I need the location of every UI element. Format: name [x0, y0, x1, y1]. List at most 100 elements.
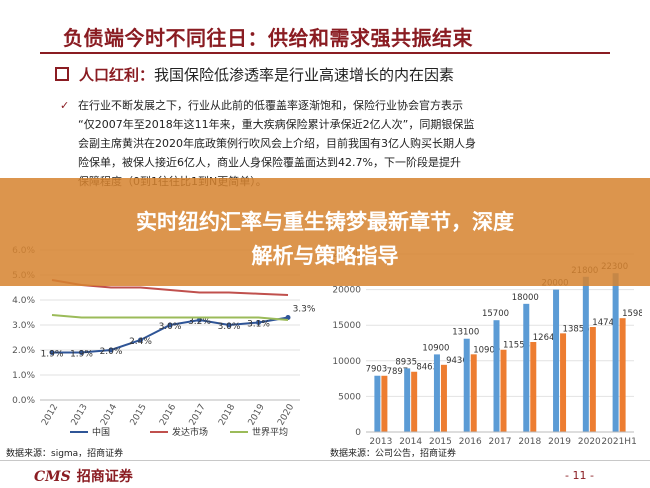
source-note-right: 数据来源：公司公告，招商证券 — [330, 449, 457, 459]
data-label: 1.9% — [41, 350, 64, 360]
data-label: 11553 — [503, 341, 530, 351]
x-tick-label: 2017 — [489, 437, 512, 446]
x-tick-label: 2016 — [158, 402, 178, 427]
data-label: 8935 — [395, 357, 417, 367]
check-bullet-icon: ✓ — [60, 99, 70, 112]
data-label: 12642 — [533, 333, 560, 343]
section-heading-text: 我国保险低渗透率是行业高速增长的内在因素 — [154, 66, 455, 84]
y-tick-label: 0 — [355, 428, 361, 438]
paragraph-line: 在行业不断发展之下，行业从此前的低覆盖率逐渐饱和，保险行业协会官方表示 — [78, 99, 463, 112]
bar-series-1 — [530, 341, 537, 432]
bar-series-0 — [433, 354, 440, 432]
slide-title: 负债端今时不同往日：供给和需求强共振结束 — [63, 26, 473, 50]
data-label: 18000 — [512, 293, 539, 303]
bar-series-1 — [589, 327, 596, 432]
bar-series-0 — [523, 303, 530, 432]
y-tick-label: 5000 — [338, 392, 361, 402]
data-label: 2.4% — [129, 337, 152, 347]
data-label: 13856 — [563, 324, 590, 334]
data-label: 3.1% — [247, 320, 270, 330]
y-tick-label: 4.0% — [12, 296, 35, 306]
data-point — [285, 315, 291, 320]
x-tick-label: 2015 — [129, 403, 149, 428]
x-tick-label: 2019 — [247, 402, 267, 427]
data-label: 1.9% — [70, 350, 93, 360]
bar-series-0 — [582, 276, 589, 432]
x-tick-label: 2018 — [518, 437, 541, 446]
x-tick-label: 2013 — [70, 403, 90, 428]
banner-headline-line1: 实时纽约汇率与重生铸梦最新章节，深度 — [136, 210, 514, 234]
bar-series-1 — [500, 349, 507, 432]
data-label: 14747 — [592, 318, 619, 328]
data-point — [49, 350, 55, 355]
series-line-2 — [51, 314, 289, 321]
data-label: 2.0% — [100, 347, 123, 357]
data-point — [167, 322, 173, 328]
data-point — [226, 322, 232, 328]
data-label: 15985 — [622, 309, 642, 319]
data-point — [256, 320, 261, 325]
data-label: 9436 — [446, 356, 468, 366]
data-label: 15700 — [482, 309, 509, 319]
bar-series-1 — [440, 364, 447, 432]
y-tick-label: 15000 — [332, 321, 361, 331]
data-point — [138, 337, 143, 343]
y-tick-label: 20000 — [332, 286, 361, 296]
bar-series-0 — [612, 273, 619, 432]
logo-text: 招商证券 — [76, 469, 133, 485]
bar-series-1 — [560, 333, 567, 432]
paragraph-line: 会副主席黄洪在2020年底政策例行吹风会上介绍，目前我国有3亿人购买长期人身 — [78, 137, 476, 150]
customers-bar-chart: 0500010000150002000025000201379037897201… — [332, 250, 642, 446]
bar-series-1 — [381, 375, 388, 432]
section-heading: 人口红利：我国保险低渗透率是行业高速增长的内在因素 — [55, 64, 454, 85]
overlay-banner: 实时纽约汇率与重生铸梦最新章节，深度 解析与策略指导 — [0, 178, 650, 286]
x-tick-label: 2016 — [459, 437, 482, 446]
data-label: 10909 — [473, 345, 500, 355]
data-label: 7897 — [387, 367, 409, 377]
legend-label: 世界平均 — [252, 426, 288, 438]
x-tick-label: 2014 — [99, 402, 119, 427]
penetration-line-chart: 0.0%1.0%2.0%3.0%4.0%5.0%6.0%201220132014… — [12, 246, 316, 438]
y-tick-label: 3.0% — [12, 321, 35, 331]
footer-divider — [0, 460, 650, 461]
title-divider — [40, 52, 610, 54]
data-point — [108, 347, 114, 353]
x-tick-label: 2013 — [369, 437, 392, 446]
y-tick-label: 0.0% — [12, 396, 35, 406]
paragraph-line: “仅2007年至2018年这11年来，重大疾病保险累计承保近2亿人次”，同期银保… — [78, 118, 475, 131]
bar-series-1 — [619, 318, 626, 432]
bar-series-0 — [463, 338, 470, 432]
y-tick-label: 10000 — [332, 357, 361, 367]
data-label: 3.2% — [188, 317, 211, 327]
x-tick-label: 2012 — [40, 403, 60, 428]
bar-series-0 — [404, 368, 411, 432]
page-number: - 11 - — [565, 469, 594, 482]
x-tick-label: 2015 — [429, 437, 452, 446]
y-tick-label: 1.0% — [12, 371, 35, 381]
data-point — [197, 317, 202, 323]
paragraph-line: 险保单，被保人接近6亿人，商业人身保险覆盖面达到42.7%，下一阶段是提升 — [78, 156, 461, 169]
bar-series-1 — [470, 354, 477, 432]
section-heading-lead: 人口红利： — [79, 66, 155, 84]
x-tick-label: 2021H1 — [601, 437, 636, 446]
square-bullet-icon — [55, 67, 69, 81]
bar-series-0 — [374, 375, 381, 432]
x-tick-label: 2017 — [188, 403, 208, 428]
data-label: 3.3% — [293, 305, 316, 315]
legend-label: 发达市场 — [172, 426, 208, 438]
data-label: 7903 — [366, 365, 388, 375]
data-label: 8463 — [416, 363, 438, 373]
bar-series-0 — [553, 289, 560, 432]
data-point — [79, 350, 84, 355]
data-label: 10900 — [422, 343, 449, 353]
legend-label: 中国 — [92, 426, 110, 438]
x-tick-label: 2019 — [548, 437, 571, 446]
banner-headline-line2: 解析与策略指导 — [251, 244, 399, 268]
data-label: 3.0% — [159, 322, 182, 332]
bar-series-0 — [493, 320, 500, 432]
body-paragraph: ✓ 在行业不断发展之下，行业从此前的低覆盖率逐渐饱和，保险行业协会官方表示 “仅… — [60, 96, 600, 191]
company-logo: CMS 招商证券 — [34, 466, 133, 486]
bar-series-1 — [411, 371, 418, 432]
x-tick-label: 2014 — [399, 437, 422, 446]
